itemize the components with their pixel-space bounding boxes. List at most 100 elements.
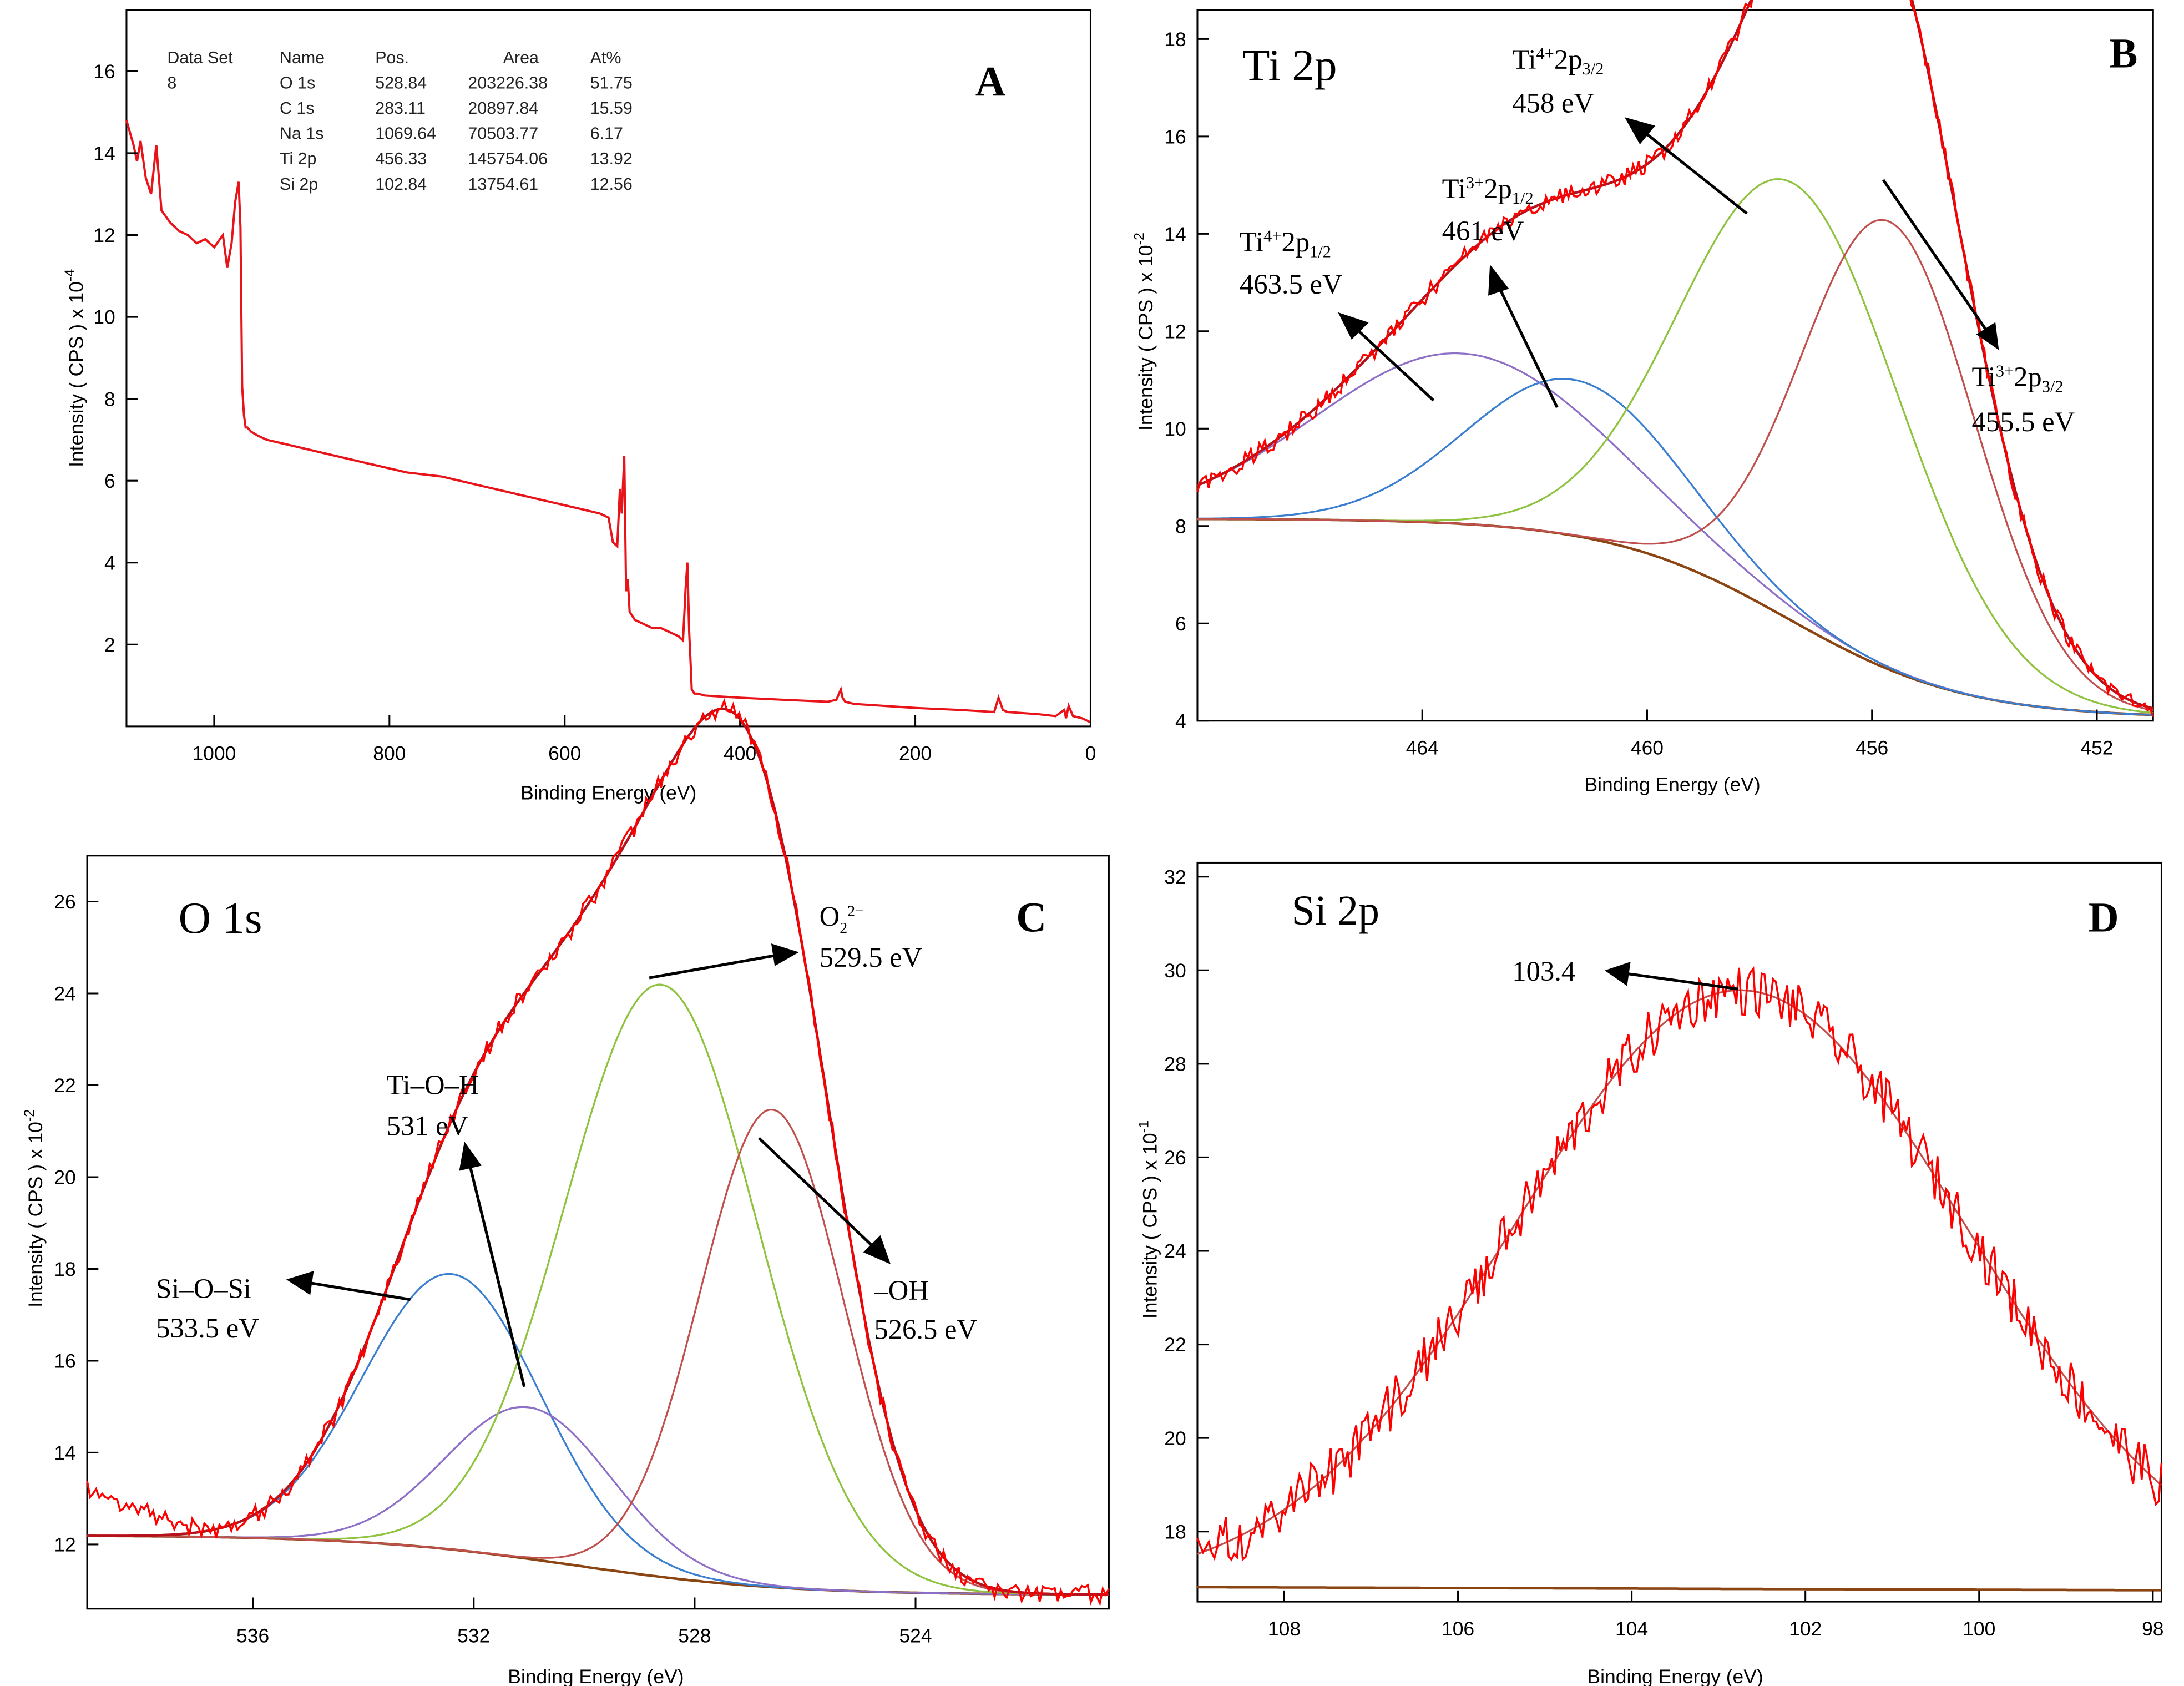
- annotation-ti3-2p32-energy: 455.5 eV: [1972, 406, 2075, 437]
- series-background: [1197, 1586, 2162, 1592]
- annotation-ti3-2p32-label: Ti3+2p3/2: [1972, 361, 2064, 396]
- x-tick-label: 98: [2142, 1618, 2163, 1640]
- table-cell: Ti 2p: [280, 149, 316, 168]
- table-cell: O 1s: [280, 74, 315, 93]
- y-tick-label: 26: [1164, 1147, 1186, 1169]
- table-cell: 1069.64: [375, 124, 436, 143]
- x-tick-label: 464: [1406, 737, 1439, 759]
- annotation-si-o-si-energy: 533.5 eV: [156, 1313, 259, 1344]
- y-tick-label: 6: [104, 470, 115, 492]
- annotation-si-2p-label: 103.4: [1512, 956, 1575, 987]
- y-tick-label: 22: [54, 1074, 75, 1097]
- x-tick-label: 0: [1085, 743, 1096, 765]
- panel-b-ylabel-exp: -2: [1132, 233, 1147, 245]
- arrow-ti-o-h: [468, 1163, 526, 1387]
- table-cell: 12.56: [590, 175, 633, 194]
- y-tick-label: 26: [54, 891, 75, 913]
- x-tick-label: 532: [457, 1625, 490, 1647]
- y-tick-label: 28: [1164, 1053, 1186, 1076]
- arrow-ti4-2p32-head: [1624, 117, 1656, 145]
- table-cell: Si 2p: [280, 175, 318, 194]
- arrow-o2-head: [771, 943, 799, 966]
- y-tick-label: 14: [1164, 223, 1186, 245]
- annotation-ti4-2p12-label: Ti4+2p1/2: [1240, 226, 1331, 261]
- table-header-dataset: Data Set: [167, 48, 233, 67]
- y-tick-label: 22: [1164, 1334, 1186, 1356]
- panel-a-table-rows: O 1s 528.84 203226.38 51.75 C 1s 283.11 20897.…: [280, 74, 633, 194]
- x-tick-label: 1000: [192, 743, 236, 765]
- y-tick-label: 32: [1164, 866, 1186, 888]
- y-tick-label: 18: [1164, 28, 1186, 51]
- series-peak: [1197, 378, 2153, 716]
- panel-b-title: Ti 2p: [1242, 40, 1337, 90]
- arrow-ti4-2p32: [1643, 130, 1748, 215]
- panel-b-frame: [1196, 9, 2154, 722]
- series-peak: [87, 1108, 1109, 1596]
- annotation-ti4-2p32-label: Ti4+2p3/2: [1512, 44, 1604, 78]
- panel-b-ylabel: Intensity ( CPS ) x 10-2: [1132, 233, 1157, 431]
- x-tick-label: 456: [1856, 737, 1888, 759]
- panel-a-table: Data Set Name Pos. Area At% 8 O 1s 528.84…: [167, 48, 632, 194]
- x-tick-label: 528: [678, 1625, 711, 1647]
- x-tick-label: 536: [236, 1625, 269, 1647]
- panel-c-x-axis: 536 532 528 524: [236, 1597, 932, 1647]
- panel-c-plot: [86, 698, 1110, 1607]
- panel-a-plot: [125, 120, 1091, 724]
- panel-b-ylabel-text: Intensity ( CPS ) x 10: [1135, 245, 1157, 431]
- panel-b-x-axis: 464 460 456 452: [1406, 709, 2114, 759]
- table-cell: 283.11: [375, 99, 426, 118]
- panel-c-ylabel-exp: -2: [22, 1109, 37, 1122]
- panel-d: 108 106 104 102 100 98 18 20 22 24 26 28 30 32 Bindi…: [1136, 861, 2164, 1686]
- annotation-si-o-si-label: Si–O–Si: [156, 1273, 251, 1304]
- panel-b-plot: [1196, 0, 2154, 717]
- table-cell: 6.17: [590, 124, 623, 143]
- y-tick-label: 8: [104, 388, 115, 410]
- table-cell: 203226.38: [468, 74, 548, 93]
- y-tick-label: 12: [54, 1534, 75, 1556]
- annotation-oh-energy: 526.5 eV: [874, 1314, 977, 1345]
- table-cell: Na 1s: [280, 124, 323, 143]
- annotation-o2-label: O22−: [820, 901, 864, 937]
- arrow-si-o-si-head: [286, 1271, 314, 1295]
- panel-d-y-axis: 18 20 22 24 26 28 30 32: [1164, 866, 1209, 1543]
- arrow-oh: [757, 1137, 876, 1249]
- panel-b: 464 460 456 452 4 6 8 10 12 14 16 18 Binding Energ…: [1132, 0, 2154, 795]
- arrow-si-2p: [1627, 972, 1739, 991]
- panel-d-ylabel-exp: -1: [1136, 1120, 1151, 1133]
- x-tick-label: 200: [899, 743, 932, 765]
- panel-d-ylabel: Intensity ( CPS ) x 10-1: [1136, 1120, 1161, 1319]
- panel-d-xlabel: Binding Energy (eV): [1588, 1665, 1763, 1686]
- arrow-o2: [649, 954, 776, 980]
- panel-a-ylabel-exp: -4: [62, 269, 78, 282]
- arrow-si-2p-head: [1604, 962, 1631, 986]
- y-tick-label: 30: [1164, 960, 1186, 982]
- panel-c-ylabel-text: Intensity ( CPS ) x 10: [24, 1122, 47, 1308]
- arrow-ti3-2p12-head: [1488, 264, 1509, 296]
- y-tick-label: 10: [93, 306, 115, 329]
- x-tick-label: 400: [724, 743, 756, 765]
- table-cell: 20897.84: [468, 99, 538, 118]
- annotation-ti-o-h-label: Ti–O–H: [387, 1069, 479, 1101]
- panel-a-y-axis: 2 4 6 8 10 12 14 16: [93, 60, 138, 656]
- x-tick-label: 452: [2080, 737, 2113, 759]
- panel-a-letter: A: [975, 58, 1006, 105]
- panel-c-y-axis: 12 14 16 18 20 22 24 26: [54, 891, 99, 1556]
- arrow-ti3-2p12: [1497, 284, 1559, 408]
- x-tick-label: 800: [373, 743, 406, 765]
- x-tick-label: 460: [1631, 737, 1664, 759]
- panel-d-plot: [1196, 966, 2163, 1592]
- x-tick-label: 524: [899, 1625, 932, 1647]
- panel-b-arrows: [1338, 117, 1999, 408]
- table-cell: 70503.77: [468, 124, 538, 143]
- y-tick-label: 18: [1164, 1521, 1186, 1543]
- panel-d-ylabel-text: Intensity ( CPS ) x 10: [1139, 1133, 1161, 1319]
- table-cell: 13.92: [590, 149, 633, 168]
- panel-a-ylabel: Intensity ( CPS ) x 10-4: [62, 269, 87, 467]
- panel-c-letter: C: [1016, 895, 1046, 941]
- annotation-ti3-2p12-label: Ti3+2p1/2: [1442, 173, 1534, 208]
- panel-d-frame: [1196, 861, 2162, 1603]
- panel-c: 536 532 528 524 12 14 16 18 20 22 24 26 Binding En…: [22, 698, 1110, 1686]
- panel-d-title: Si 2p: [1292, 887, 1379, 934]
- annotation-ti4-2p32-energy: 458 eV: [1512, 88, 1594, 119]
- panel-c-frame: [86, 855, 1110, 1610]
